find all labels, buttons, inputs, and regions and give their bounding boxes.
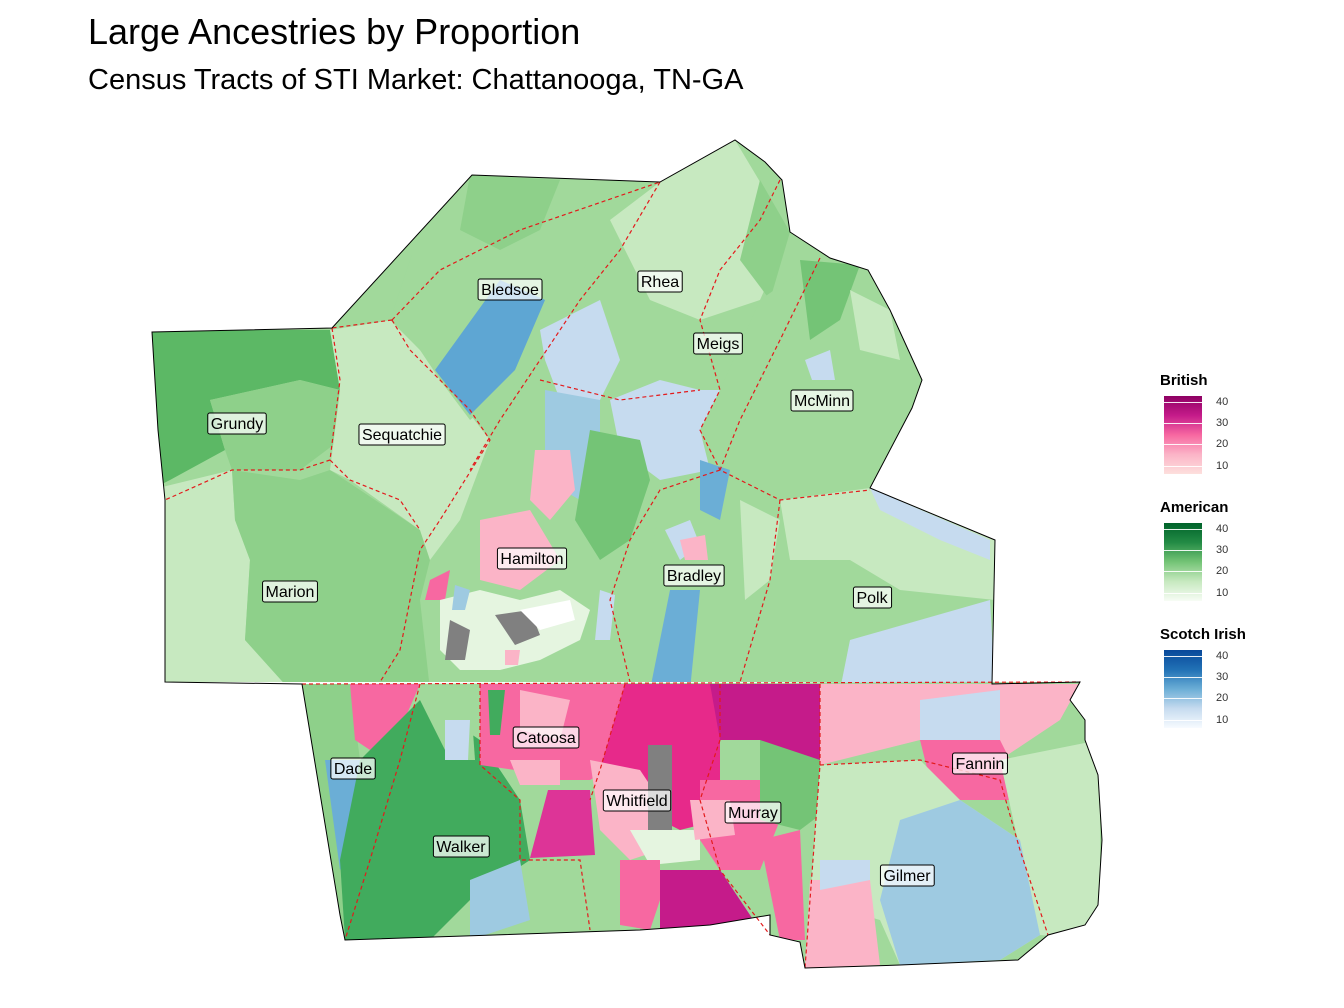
legend-colorbar <box>1164 650 1202 728</box>
legend-tick-mark <box>1164 677 1202 678</box>
county-label-fannin: Fannin <box>952 752 1008 775</box>
legend-title: American <box>1160 499 1229 516</box>
legend-tick-label: 10 <box>1216 714 1229 726</box>
county-name: Bradley <box>667 568 721 585</box>
county-name: Grundy <box>211 416 263 433</box>
county-label-sequatchie: Sequatchie <box>358 423 446 446</box>
legend-title: British <box>1160 372 1208 389</box>
county-name: Dade <box>334 761 372 778</box>
county-label-mcminn: McMinn <box>790 389 854 412</box>
legend-tick-label: 40 <box>1216 523 1229 535</box>
legend-tick-label: 20 <box>1216 565 1229 577</box>
legend-tick-mark <box>1164 402 1202 403</box>
county-name: Gilmer <box>883 868 931 885</box>
county-label-rhea: Rhea <box>637 270 683 293</box>
legend-colorbar <box>1164 396 1202 474</box>
legend-tick-mark <box>1164 529 1202 530</box>
county-label-meigs: Meigs <box>693 332 743 355</box>
county-label-hamilton: Hamilton <box>496 547 568 570</box>
legend-american: American 40 30 20 10 <box>1160 499 1300 601</box>
county-label-catoosa: Catoosa <box>512 726 580 749</box>
legend-tick-label: 30 <box>1216 671 1229 683</box>
legend-tick-mark <box>1164 550 1202 551</box>
legend-tick-label: 30 <box>1216 417 1229 429</box>
legend-tick-mark <box>1164 423 1202 424</box>
legend-colorbar <box>1164 523 1202 601</box>
county-name: Sequatchie <box>362 427 442 444</box>
legend-tick-mark <box>1164 698 1202 699</box>
county-name: Meigs <box>697 336 740 353</box>
county-boundaries <box>164 179 1081 969</box>
legend-tick-mark <box>1164 593 1202 594</box>
county-name: Murray <box>728 805 778 822</box>
legend-tick-mark <box>1164 444 1202 445</box>
legend-tick-mark <box>1164 656 1202 657</box>
county-label-grundy: Grundy <box>207 412 267 435</box>
county-label-dade: Dade <box>330 757 376 780</box>
county-label-polk: Polk <box>852 586 893 609</box>
county-name: Walker <box>436 839 486 856</box>
legend-tick-mark <box>1164 466 1202 467</box>
county-name: Catoosa <box>516 730 576 747</box>
county-name: Marion <box>266 584 315 601</box>
legend-tick-label: 10 <box>1216 587 1229 599</box>
county-name: Hamilton <box>500 551 563 568</box>
legend-tick-mark <box>1164 720 1202 721</box>
county-name: Bledsoe <box>481 282 539 299</box>
county-name: Whitfield <box>606 793 667 810</box>
market-outline <box>151 139 1103 969</box>
legend-tick-label: 40 <box>1216 650 1229 662</box>
legend-tick-label: 10 <box>1216 460 1229 472</box>
map-title: Large Ancestries by Proportion <box>88 11 581 52</box>
georgia-region <box>302 682 1102 968</box>
county-label-gilmer: Gilmer <box>879 864 935 887</box>
county-name: Polk <box>856 590 888 607</box>
legend-british: British 40 30 20 10 <box>1160 372 1300 474</box>
legend-scotch-irish: Scotch Irish 40 30 20 10 <box>1160 626 1300 728</box>
county-name: Fannin <box>956 756 1005 773</box>
legend-tick-label: 20 <box>1216 438 1229 450</box>
legend-tick-mark <box>1164 571 1202 572</box>
legend-title: Scotch Irish <box>1160 626 1246 643</box>
map-subtitle: Census Tracts of STI Market: Chattanooga… <box>88 64 744 96</box>
county-label-bradley: Bradley <box>663 564 725 587</box>
county-label-whitfield: Whitfield <box>602 789 672 812</box>
county-label-bledsoe: Bledsoe <box>477 278 543 301</box>
county-label-walker: Walker <box>432 835 490 858</box>
county-label-murray: Murray <box>724 801 782 824</box>
county-name: Rhea <box>641 274 679 291</box>
county-labels: Bledsoe Rhea Meigs Grundy Sequatchie McMinn Ha… <box>207 270 1008 887</box>
legend-tick-label: 30 <box>1216 544 1229 556</box>
county-name: McMinn <box>794 393 850 410</box>
legend-tick-label: 20 <box>1216 692 1229 704</box>
legend-tick-label: 40 <box>1216 396 1229 408</box>
county-label-marion: Marion <box>262 580 318 603</box>
